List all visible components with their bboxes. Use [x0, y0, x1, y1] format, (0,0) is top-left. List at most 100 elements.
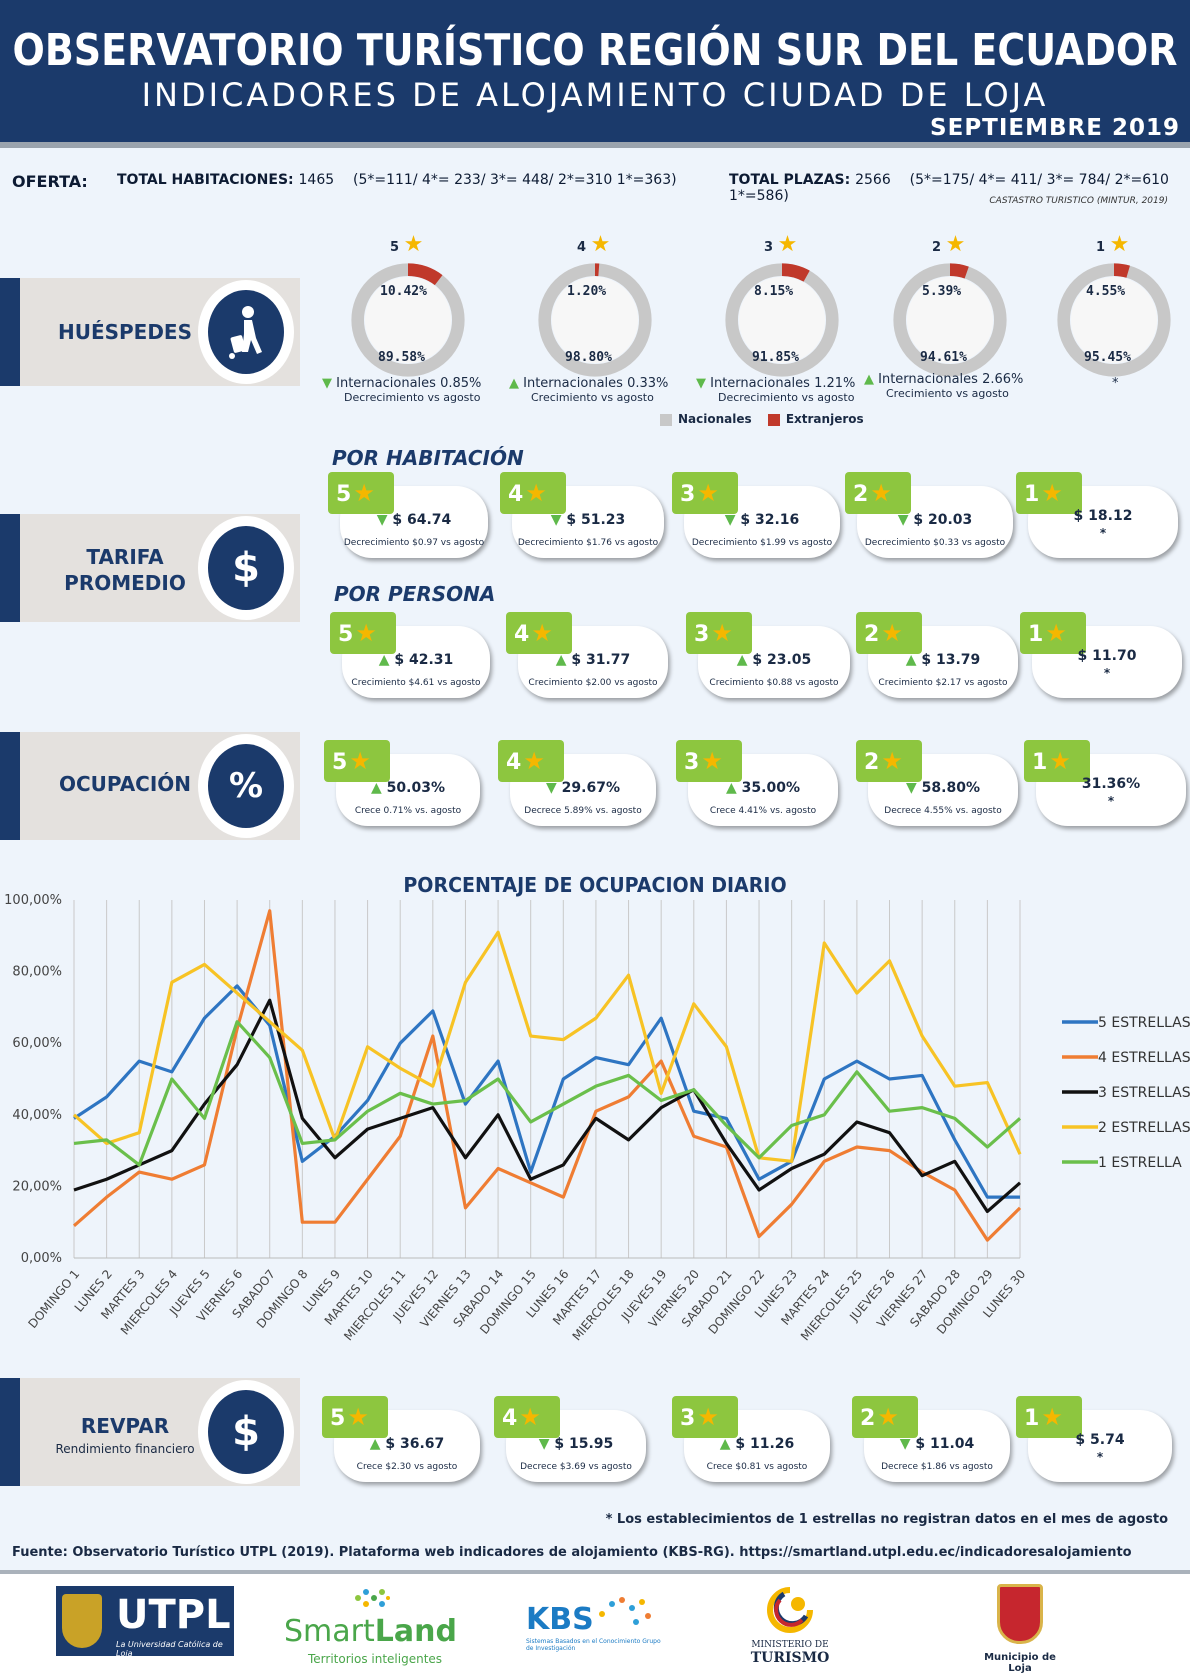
star-icon: ★	[711, 619, 733, 647]
smartland-logo: SmartLand Territorios inteligentes	[284, 1580, 464, 1670]
trend-down-icon: ▼	[550, 512, 562, 528]
kbs-logo: KBS Sistemas Basados en el Conocimiento …	[526, 1594, 666, 1654]
card-value: ▲ 50.03%	[336, 780, 480, 796]
y-tick-label: 60,00%	[12, 1036, 62, 1051]
star-badge: 5★	[328, 472, 394, 514]
card-note: Decrece 5.89% vs. agosto	[524, 806, 642, 816]
card-value: ▼ $ 11.04	[864, 1436, 1010, 1452]
trend-down-icon: ▼	[906, 780, 917, 796]
donut-extranjeros-label: 4.55%	[1086, 284, 1126, 299]
smartland-logo-sub: Territorios inteligentes	[308, 1652, 443, 1666]
trend-up-icon: ▲	[864, 372, 874, 387]
star-count: 2	[853, 482, 869, 507]
card-value: ▼ $ 64.74	[340, 512, 488, 528]
star-badge: 4★	[494, 1396, 560, 1438]
ocupacion-card-2: 2★ ▼ 58.80% Decrece 4.55% vs. agosto	[856, 740, 1018, 826]
note-text: Internacionales 2.66%	[878, 372, 1024, 387]
star-badge: 2★	[852, 1396, 918, 1438]
star-level-4: 4 ★	[577, 232, 610, 257]
trend-down-icon: ▼	[546, 780, 557, 796]
card-note: Crece $2.30 vs agosto	[356, 1462, 458, 1472]
huespedes-note: ▼ Internacionales 0.85% Decrecimiento vs …	[322, 376, 481, 404]
revpar-card-1: 1★ $ 5.74 *	[1016, 1396, 1172, 1482]
donut-extranjeros-slice	[781, 263, 810, 282]
star-badge: 2★	[856, 612, 922, 654]
donut-extranjeros-slice	[1113, 263, 1130, 278]
card-note: Decrecimiento $1.99 vs agosto	[691, 538, 833, 548]
trend-down-icon: ▼	[897, 512, 909, 528]
page-title: OBSERVATORIO TURÍSTICO REGIÓN SUR DEL EC…	[12, 24, 1178, 76]
card-note: Decrece $3.69 vs agosto	[520, 1462, 632, 1472]
star-count: 1	[1032, 750, 1048, 775]
section-revpar-sub: Rendimiento financiero	[55, 1442, 195, 1456]
oferta-label: OFERTA:	[12, 172, 88, 191]
card-value: ▲ $ 23.05	[698, 652, 850, 668]
section-huespedes-label: HUÉSPEDES	[57, 320, 193, 344]
star-icon: ★	[531, 619, 553, 647]
card-value-text: $ 11.26	[735, 1436, 795, 1452]
plazas-value: 2566	[855, 172, 891, 188]
footer-divider	[0, 1570, 1190, 1574]
star-badge: 5★	[322, 1396, 388, 1438]
card-note: Crecimiento $2.00 vs agosto	[528, 678, 658, 688]
municipio-loja-text: Municipio de Loja	[984, 1652, 1056, 1674]
card-value: ▼ 58.80%	[868, 780, 1018, 796]
card-value-text: $ 15.95	[554, 1436, 614, 1452]
star-icon: ★	[870, 479, 892, 507]
star-level-1: 1 ★	[1096, 232, 1129, 257]
note-sub: Decrecimiento vs agosto	[344, 391, 481, 404]
series-line-5-estrellas	[73, 984, 1020, 1199]
tarifa-persona-card-5: 5★ ▲ $ 42.31 Crecimiento $4.61 vs agosto	[330, 612, 490, 698]
trend-up-icon: ▲	[378, 652, 390, 668]
donut-nacionales-label: 91.85%	[752, 350, 799, 365]
hab-detail: (5*=111/ 4*= 233/ 3*= 448/ 2*=310 1*=363…	[353, 172, 677, 188]
star-count: 1	[1024, 482, 1040, 507]
star-icon: ★	[1041, 1403, 1063, 1431]
kbs-logo-sub: Sistemas Basados en el Conocimiento Grup…	[526, 1638, 661, 1652]
star-icon: ★	[697, 479, 719, 507]
star-badge: 4★	[500, 472, 566, 514]
huespedes-note: ▲ Internacionales 0.33% Crecimiento vs ag…	[509, 376, 668, 404]
section-tarifa-label: TARIFA PROMEDIO	[20, 544, 230, 596]
dollar-icon: $	[208, 526, 284, 610]
donut-nacionales-label: 95.45%	[1084, 350, 1131, 365]
card-note: Crece 4.41% vs. agosto	[709, 806, 817, 816]
trend-down-icon: ▼	[899, 1436, 911, 1452]
card-value-text: $ 36.67	[385, 1436, 445, 1452]
revpar-card-5: 5★ ▲ $ 36.67 Crece $2.30 vs agosto	[322, 1396, 480, 1482]
star-count: 4	[502, 1406, 518, 1431]
trend-up-icon: ▲	[719, 1436, 731, 1452]
section-huespedes: HUÉSPEDES	[0, 278, 300, 386]
legend-extranjeros: Extranjeros	[785, 412, 864, 426]
star-count: 2	[864, 622, 880, 647]
y-tick-label: 20,00%	[12, 1179, 62, 1194]
card-value-text: $ 11.70	[1077, 648, 1137, 664]
star-count: 3	[764, 240, 774, 255]
card-value: ▲ $ 13.79	[868, 652, 1018, 668]
note-sub: Decrecimiento vs agosto	[718, 391, 855, 404]
section-circle: %	[198, 734, 294, 838]
footnote: * Los establecimientos de 1 estrellas no…	[605, 1512, 1168, 1527]
huespedes-donut-2	[893, 263, 1007, 377]
card-note: *	[1099, 526, 1107, 540]
star-icon: ★	[519, 1403, 541, 1431]
star-badge: 1★	[1016, 472, 1082, 514]
huespedes-donut-1	[1057, 263, 1171, 377]
report-period: SEPTIEMBRE 2019	[930, 115, 1180, 141]
star-icon: ★	[349, 747, 371, 775]
tarifa-label-1: TARIFA	[86, 545, 164, 569]
series-line-1-estrella	[73, 1020, 1022, 1167]
huespedes-legend: Nacionales Extranjeros	[660, 412, 864, 426]
star-count: 2	[860, 1406, 876, 1431]
card-note: Crecimiento $2.17 vs agosto	[878, 678, 1008, 688]
tarifa-habitacion-card-1: 1★ $ 18.12 *	[1016, 472, 1178, 558]
star-count: 4	[514, 622, 530, 647]
donut-extranjeros-label: 8.15%	[754, 284, 794, 299]
card-note: Decrecimiento $1.76 vs agosto	[517, 538, 659, 548]
donut-extranjeros-slice	[407, 263, 443, 286]
star-badge: 3★	[672, 1396, 738, 1438]
legend-label: 2 ESTRELLAS	[1098, 1120, 1190, 1136]
tarifa-persona-card-2: 2★ ▲ $ 13.79 Crecimiento $2.17 vs agosto	[856, 612, 1018, 698]
donut-center	[738, 276, 826, 364]
star-badge: 5★	[330, 612, 396, 654]
